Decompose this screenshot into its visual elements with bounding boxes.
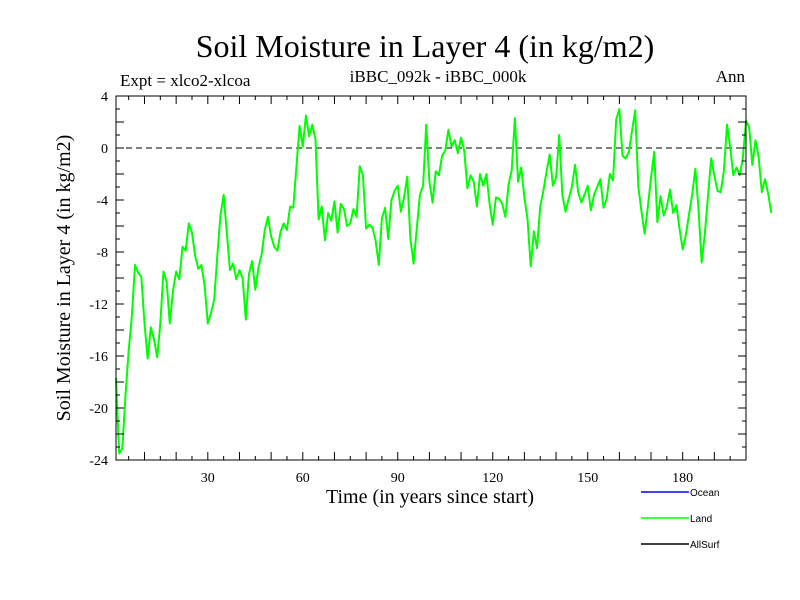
legend-label-land: Land [690,514,712,525]
x-tick-label: 30 [201,471,215,486]
y-tick-label: -24 [89,454,108,469]
legend: Ocean Land AllSurf [641,488,720,551]
period-label: Ann [716,67,746,86]
plot-area [115,108,773,455]
axes: 30 60 90 120 150 180 4 0 -4 -8 -12 -16 -20 -24 [89,90,747,486]
x-tick-label: 180 [672,471,693,486]
x-axis-label: Time (in years since start) [326,486,534,508]
series-land-line [115,108,773,455]
x-tick-label: 60 [296,471,310,486]
legend-label-ocean: Ocean [690,488,719,499]
y-tick-label: -8 [96,246,108,261]
y-tick-label: 0 [101,142,108,157]
y-tick-label: -4 [96,194,108,209]
plot-frame [115,95,747,461]
comparison-label: iBBC_092k - iBBC_000k [350,67,527,86]
x-tick-label: 150 [577,471,598,486]
expt-label: Expt = xlco2-xlcoa [120,71,251,90]
chart-title: Soil Moisture in Layer 4 (in kg/m2) [196,28,655,64]
y-axis-label: Soil Moisture in Layer 4 (in kg/m2) [53,135,75,422]
x-tick-label: 120 [482,471,503,486]
y-tick-label: 4 [101,90,108,105]
y-tick-label: -20 [89,402,108,417]
y-tick-label: -12 [89,298,108,313]
x-tick-label: 90 [391,471,405,486]
legend-label-allsurf: AllSurf [690,540,720,551]
y-tick-label: -16 [89,350,108,365]
